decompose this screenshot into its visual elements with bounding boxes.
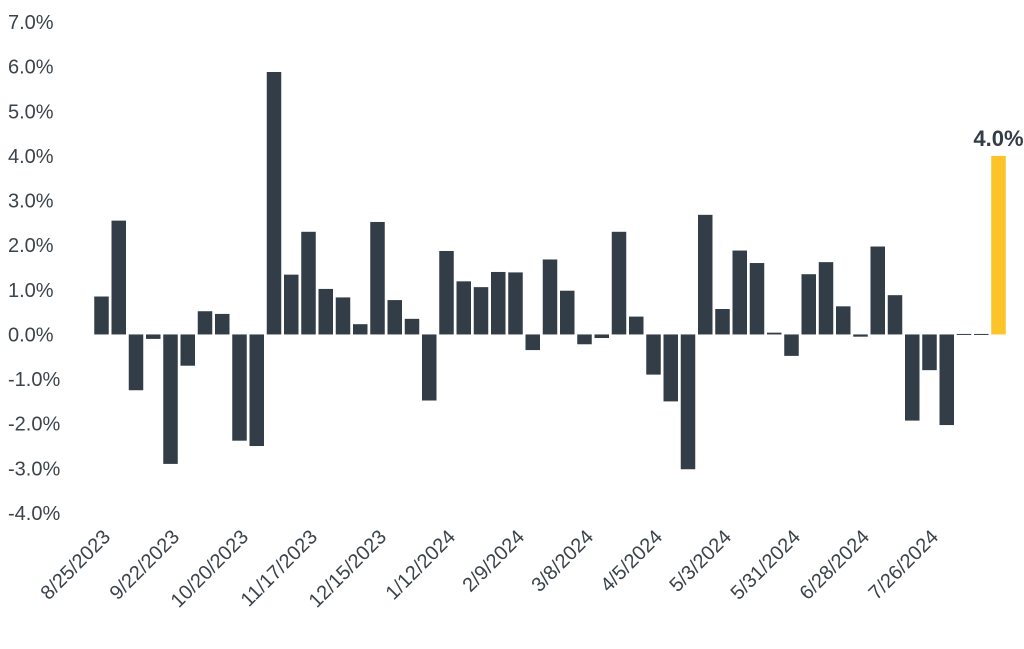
bar <box>456 281 471 335</box>
bar <box>732 250 747 335</box>
bar <box>887 295 903 335</box>
bar <box>180 334 195 366</box>
x-tick-label: 2/9/2024 <box>458 526 529 597</box>
bar <box>163 334 178 464</box>
bar <box>663 334 678 402</box>
y-tick-label: 1.0% <box>8 280 54 302</box>
y-tick-label: 5.0% <box>8 101 54 123</box>
bar <box>128 334 144 391</box>
bar <box>491 271 506 335</box>
bar <box>146 334 161 339</box>
x-tick-label: 4/5/2024 <box>596 526 667 597</box>
y-tick-label: -2.0% <box>8 414 60 436</box>
x-tick-label: 7/26/2024 <box>865 526 943 604</box>
bar <box>508 272 523 335</box>
bar <box>956 333 972 335</box>
bar <box>939 334 954 426</box>
bar <box>215 313 230 335</box>
x-tick-label: 1/12/2024 <box>382 526 460 604</box>
bar <box>922 334 937 371</box>
bar <box>560 290 575 335</box>
bar <box>473 287 489 335</box>
bar <box>111 220 126 335</box>
bar <box>232 334 247 441</box>
bar <box>905 334 920 421</box>
bar <box>594 334 609 339</box>
bar <box>249 334 264 447</box>
y-tick-label: 4.0% <box>8 146 54 168</box>
y-tick-label: 3.0% <box>8 191 54 213</box>
y-tick-label: 6.0% <box>8 57 54 79</box>
bar <box>370 221 385 335</box>
bar <box>94 296 109 335</box>
x-tick-label: 8/25/2023 <box>37 526 115 604</box>
y-tick-label: -3.0% <box>8 458 60 480</box>
bar <box>646 334 661 375</box>
bar <box>767 332 782 335</box>
bar <box>525 334 540 351</box>
bars <box>94 71 1006 470</box>
bar <box>853 334 868 337</box>
bar <box>353 324 368 335</box>
bar <box>266 71 282 335</box>
bar <box>404 318 420 335</box>
y-tick-label: 2.0% <box>8 235 54 257</box>
bar <box>698 214 713 335</box>
x-tick-label: 3/8/2024 <box>527 526 598 597</box>
bar <box>818 262 834 335</box>
bar <box>335 297 351 335</box>
x-tick-label: 6/28/2024 <box>796 526 874 604</box>
bar <box>318 288 333 335</box>
y-tick-label: -1.0% <box>8 369 60 391</box>
bar <box>611 231 627 335</box>
bar <box>680 334 696 470</box>
bar <box>801 274 816 335</box>
bar <box>422 334 437 401</box>
bar <box>784 334 799 356</box>
data-labels: 4.0% <box>973 126 1023 151</box>
bar <box>197 311 213 335</box>
bar <box>870 246 885 335</box>
y-tick-label: -4.0% <box>8 503 60 525</box>
bar <box>629 316 644 335</box>
bar <box>836 306 851 335</box>
bar <box>439 250 454 335</box>
bar <box>715 309 730 335</box>
data-label: 4.0% <box>973 126 1023 151</box>
bar <box>577 334 592 345</box>
bar <box>284 274 299 335</box>
bar <box>749 263 765 335</box>
y-axis: 7.0% 6.0% 5.0% 4.0% 3.0% 2.0% 1.0% 0.0% -1.0% -2.… <box>8 12 60 525</box>
bar <box>974 333 989 335</box>
bar <box>387 300 402 335</box>
bar <box>542 259 558 335</box>
y-tick-label: 0.0% <box>8 324 54 346</box>
x-tick-label: 5/31/2024 <box>727 526 805 604</box>
highlight-bar <box>991 155 1006 335</box>
x-axis: 8/25/20239/22/202310/20/202311/17/202312… <box>37 526 943 612</box>
x-tick-label: 5/3/2024 <box>665 526 736 597</box>
y-tick-label: 7.0% <box>8 12 54 34</box>
bar <box>301 231 316 335</box>
